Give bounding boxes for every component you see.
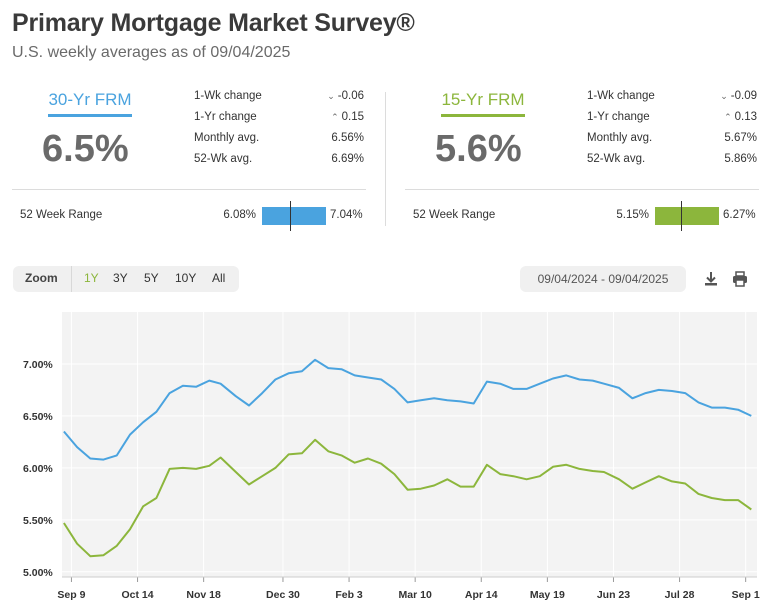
page-subtitle: U.S. weekly averages as of 09/04/2025 [12,44,291,61]
stat-row: 1-Wk change ⌄ -0.06 [194,88,364,109]
stat-label: 1-Yr change [194,111,257,123]
stat-label: 1-Wk change [587,90,655,102]
divider [405,189,759,190]
y-tick-label: 5.00% [23,567,53,579]
page-title: Primary Mortgage Market Survey® [12,9,415,37]
range-high: 7.04% [330,209,363,221]
stat-row: 52-Wk avg. 5.86% [587,151,757,172]
zoom-separator [71,266,72,292]
stat-value-wrap: ⌄ -0.06 [327,88,364,104]
x-tick-label: Nov 18 [186,589,221,601]
zoom-group: Zoom 1Y 3Y 5Y 10Y All [13,266,239,292]
stat-value: -0.09 [730,90,757,102]
zoom-all-button[interactable]: All [212,271,226,285]
stats-30yr: 1-Wk change ⌄ -0.06 1-Yr change ⌃ 0.15 Month… [194,88,364,172]
stat-row: Monthly avg. 6.56% [194,130,364,151]
range-label: 52 Week Range [413,209,496,221]
range-bar [655,201,719,231]
stat-label: 52-Wk avg. [587,153,646,165]
chevron-down-icon: ⌄ [327,91,335,101]
y-tick-label: 5.50% [23,515,53,527]
plot-background [62,312,757,577]
x-tick-label: May 19 [530,589,565,601]
rate-name-15yr: 15-Yr FRM [441,90,525,117]
stat-value-wrap: ⌃ 0.13 [724,109,757,125]
stat-label: Monthly avg. [194,132,260,144]
x-tick-label: Apr 14 [465,589,498,601]
date-range-input[interactable]: 09/04/2024 - 09/04/2025 [520,266,686,292]
x-tick-label: Sep 9 [57,589,85,601]
range-label: 52 Week Range [20,209,103,221]
chevron-up-icon: ⌃ [331,112,339,122]
stat-row: 1-Yr change ⌃ 0.15 [194,109,364,130]
series-line [63,358,752,461]
zoom-5y-button[interactable]: 5Y [144,271,159,285]
x-tick-label: Dec 30 [266,589,300,601]
stat-label: 1-Wk change [194,90,262,102]
stat-value-wrap: ⌃ 0.15 [331,109,364,125]
stat-row: 52-Wk avg. 6.69% [194,151,364,172]
range-marker [290,201,292,231]
stats-15yr: 1-Wk change ⌄ -0.09 1-Yr change ⌃ 0.13 Month… [587,88,757,172]
stat-value: 5.86% [724,153,757,165]
stat-value: 5.67% [724,132,757,144]
stat-row: 1-Wk change ⌄ -0.09 [587,88,757,109]
divider [12,189,366,190]
chevron-up-icon: ⌃ [724,112,732,122]
y-tick-label: 6.00% [23,463,53,475]
rate-chart: 7.00% 6.50% 6.00% 5.50% 5.00% Sep 9 Oct 14 Nov … [23,312,760,601]
rate-name-30yr: 30-Yr FRM [48,90,132,117]
x-tick-label: Jun 23 [597,589,630,601]
range-low: 5.15% [616,209,649,221]
panel-30yr: 30-Yr FRM 6.5% 1-Wk change ⌄ -0.06 1-Yr ch… [12,86,366,231]
x-tick-label: Sep 1 [732,589,760,601]
range-bar [262,201,326,231]
stat-value: 0.15 [341,111,364,123]
range-low: 6.08% [223,209,256,221]
range-marker [680,201,682,231]
zoom-3y-button[interactable]: 3Y [113,271,128,285]
x-tick-label: Oct 14 [121,589,153,601]
range-high: 6.27% [723,209,756,221]
stat-value: -0.06 [337,90,364,102]
print-icon[interactable] [729,268,751,290]
zoom-10y-button[interactable]: 10Y [175,271,197,285]
stat-value: 6.69% [331,153,364,165]
x-tick-label: Mar 10 [399,589,432,601]
chevron-down-icon: ⌄ [720,91,728,101]
stat-label: 52-Wk avg. [194,153,253,165]
x-tick-label: Feb 3 [335,589,363,601]
rate-value-30yr: 6.5% [42,128,129,170]
stat-label: Monthly avg. [587,132,653,144]
panel-15yr: 15-Yr FRM 5.6% 1-Wk change ⌄ -0.09 1-Yr ch… [405,86,759,231]
download-icon[interactable] [700,268,722,290]
zoom-1y-button[interactable]: 1Y [84,271,99,285]
rate-value-15yr: 5.6% [435,128,522,170]
stat-label: 1-Yr change [587,111,650,123]
stat-value-wrap: ⌄ -0.09 [720,88,757,104]
panel-separator [385,92,386,226]
stat-row: 1-Yr change ⌃ 0.13 [587,109,757,130]
series-line [63,438,752,558]
x-tick-label: Jul 28 [665,589,695,601]
zoom-label: Zoom [25,271,58,285]
y-tick-label: 6.50% [23,411,53,423]
stat-value: 0.13 [734,111,757,123]
stat-row: Monthly avg. 5.67% [587,130,757,151]
y-tick-label: 7.00% [23,359,53,371]
stat-value: 6.56% [331,132,364,144]
